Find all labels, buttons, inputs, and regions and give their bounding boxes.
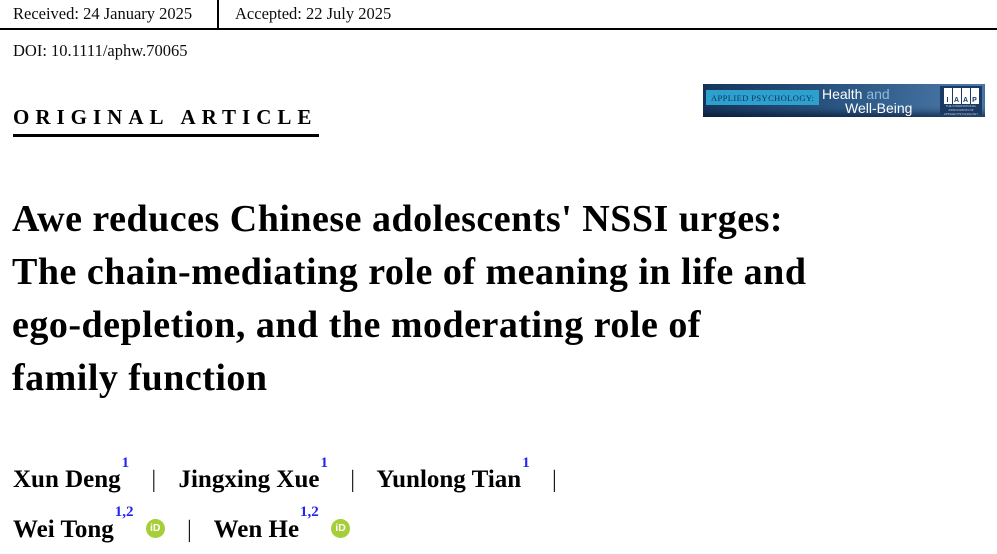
affiliation-superscript: 1: [522, 455, 530, 471]
author-name: Wei Tong: [13, 515, 114, 543]
title-line: family function: [12, 357, 268, 399]
iaap-letter: A: [961, 88, 970, 104]
affiliation-superscript: 1: [121, 455, 130, 471]
author-xun-deng: Xun Deng1: [13, 455, 129, 494]
orcid-icon[interactable]: iD: [145, 518, 165, 538]
author-separator: |: [551, 467, 557, 494]
title-line: The chain-mediating role of meaning in l…: [12, 251, 807, 293]
authors-block: Xun Deng1 | Jingxing Xue1 | Yunlong Tian…: [13, 453, 997, 552]
journal-name-line1: Health and: [822, 87, 912, 101]
iaap-tagline: THE INTERNATIONAL ASSOCIATION OF APPLIED…: [943, 104, 979, 116]
iaap-letter: P: [970, 88, 979, 104]
journal-series-label: APPLIED PSYCHOLOGY:: [706, 90, 820, 105]
author-name: Wen He: [213, 515, 300, 543]
author-wei-tong: Wei Tong1,2: [13, 504, 134, 543]
author-jingxing-xue: Jingxing Xue1: [178, 455, 328, 494]
author-wen-he: Wen He1,2: [213, 504, 319, 543]
affiliation-superscript: 1,2: [300, 504, 319, 521]
journal-name-part1: Health: [822, 86, 863, 102]
author-separator: |: [151, 467, 157, 494]
orcid-icon[interactable]: iD: [331, 518, 351, 538]
iaap-letter: I: [943, 88, 952, 104]
accepted-date: Accepted: 22 July 2025: [235, 4, 392, 23]
journal-name-part2: Well-Being: [845, 100, 913, 116]
iaap-letter: A: [952, 88, 961, 104]
affiliation-superscript: 1: [320, 455, 329, 471]
author-separator: |: [350, 467, 356, 494]
iaap-letter-bars: I A A P: [943, 88, 979, 104]
author-name: Jingxing Xue: [178, 466, 320, 494]
journal-banner: APPLIED PSYCHOLOGY: Health and Well-Bein…: [703, 84, 985, 117]
title-line: Awe reduces Chinese adolescents' NSSI ur…: [12, 198, 784, 240]
iaap-logo: I A A P THE INTERNATIONAL ASSOCIATION OF…: [940, 86, 982, 115]
authors-line-1: Xun Deng1 | Jingxing Xue1 | Yunlong Tian…: [13, 453, 997, 502]
article-title: Awe reduces Chinese adolescents' NSSI ur…: [12, 193, 997, 405]
title-line: ego-depletion, and the moderating role o…: [12, 304, 701, 346]
received-date: Received: 24 January 2025: [0, 0, 219, 28]
affiliation-superscript: 1,2: [114, 504, 134, 521]
author-yunlong-tian: Yunlong Tian1: [376, 455, 529, 494]
authors-line-2: Wei Tong1,2 iD | Wen He1,2 iD: [13, 502, 997, 551]
author-name: Yunlong Tian: [376, 466, 522, 494]
doi-line: DOI: 10.1111/aphw.70065: [13, 41, 188, 60]
author-separator: |: [187, 516, 192, 543]
journal-name: Health and Well-Being: [822, 87, 912, 115]
author-name: Xun Deng: [13, 466, 121, 494]
journal-name-conjunction: and: [866, 86, 890, 102]
article-type-heading: ORIGINAL ARTICLE: [13, 106, 320, 137]
meta-bar: Received: 24 January 2025 Accepted: 22 J…: [0, 0, 997, 30]
